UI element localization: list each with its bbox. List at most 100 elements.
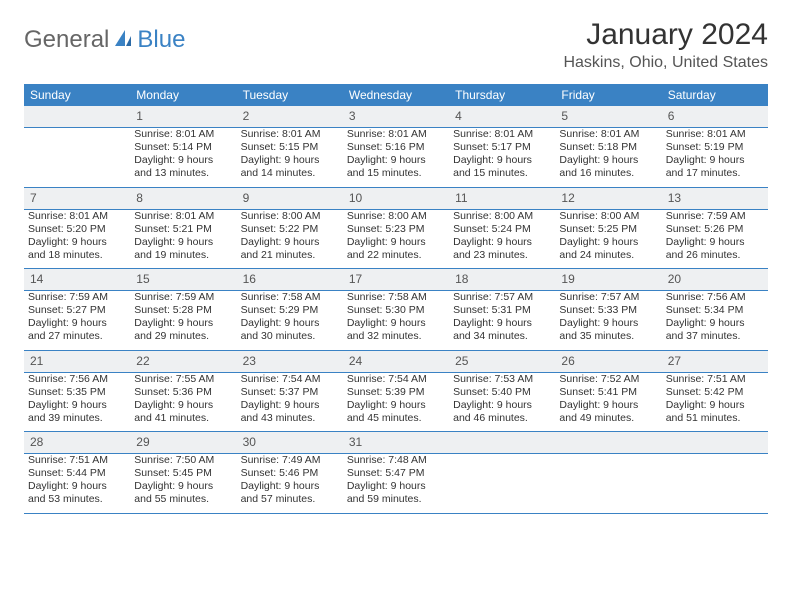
sunset-line: Sunset: 5:46 PM	[241, 467, 339, 480]
daylight-line: Daylight: 9 hours and 18 minutes.	[28, 236, 126, 262]
sunset-line: Sunset: 5:20 PM	[28, 223, 126, 236]
day-number	[449, 432, 555, 454]
daylight-line: Daylight: 9 hours and 37 minutes.	[666, 317, 764, 343]
day-number: 16	[237, 269, 343, 291]
daylight-line: Daylight: 9 hours and 21 minutes.	[241, 236, 339, 262]
day-cell: Sunrise: 8:01 AMSunset: 5:15 PMDaylight:…	[237, 128, 343, 188]
sunrise-line: Sunrise: 8:01 AM	[559, 128, 657, 141]
brand-part1: General	[24, 26, 109, 54]
sail-icon	[113, 28, 133, 53]
day-number	[662, 432, 768, 454]
daylight-line: Daylight: 9 hours and 13 minutes.	[134, 154, 232, 180]
sunset-line: Sunset: 5:17 PM	[453, 141, 551, 154]
daylight-line: Daylight: 9 hours and 15 minutes.	[453, 154, 551, 180]
daylight-line: Daylight: 9 hours and 53 minutes.	[28, 480, 126, 506]
daynum-row: 21222324252627	[24, 350, 768, 372]
sunset-line: Sunset: 5:14 PM	[134, 141, 232, 154]
day-number: 15	[130, 269, 236, 291]
day-cell: Sunrise: 7:53 AMSunset: 5:40 PMDaylight:…	[449, 372, 555, 432]
sunset-line: Sunset: 5:47 PM	[347, 467, 445, 480]
daylight-line: Daylight: 9 hours and 57 minutes.	[241, 480, 339, 506]
day-number: 31	[343, 432, 449, 454]
sunset-line: Sunset: 5:26 PM	[666, 223, 764, 236]
day-number: 7	[24, 187, 130, 209]
day-number: 26	[555, 350, 661, 372]
week-row: Sunrise: 7:59 AMSunset: 5:27 PMDaylight:…	[24, 291, 768, 351]
sunrise-line: Sunrise: 7:52 AM	[559, 373, 657, 386]
sunrise-line: Sunrise: 8:01 AM	[453, 128, 551, 141]
day-number: 22	[130, 350, 236, 372]
day-number: 5	[555, 106, 661, 128]
daylight-line: Daylight: 9 hours and 24 minutes.	[559, 236, 657, 262]
day-number: 19	[555, 269, 661, 291]
day-number: 4	[449, 106, 555, 128]
week-row: Sunrise: 7:51 AMSunset: 5:44 PMDaylight:…	[24, 454, 768, 514]
daylight-line: Daylight: 9 hours and 32 minutes.	[347, 317, 445, 343]
sunset-line: Sunset: 5:22 PM	[241, 223, 339, 236]
sunset-line: Sunset: 5:24 PM	[453, 223, 551, 236]
day-number: 1	[130, 106, 236, 128]
day-cell: Sunrise: 8:01 AMSunset: 5:19 PMDaylight:…	[662, 128, 768, 188]
day-cell: Sunrise: 7:59 AMSunset: 5:26 PMDaylight:…	[662, 209, 768, 269]
sunrise-line: Sunrise: 7:50 AM	[134, 454, 232, 467]
sunrise-line: Sunrise: 8:00 AM	[347, 210, 445, 223]
day-cell: Sunrise: 8:01 AMSunset: 5:16 PMDaylight:…	[343, 128, 449, 188]
sunrise-line: Sunrise: 8:01 AM	[666, 128, 764, 141]
sunrise-line: Sunrise: 7:58 AM	[347, 291, 445, 304]
day-cell: Sunrise: 8:01 AMSunset: 5:21 PMDaylight:…	[130, 209, 236, 269]
day-cell: Sunrise: 7:59 AMSunset: 5:28 PMDaylight:…	[130, 291, 236, 351]
weekday-header: Saturday	[662, 84, 768, 106]
week-row: Sunrise: 7:56 AMSunset: 5:35 PMDaylight:…	[24, 372, 768, 432]
sunrise-line: Sunrise: 7:59 AM	[666, 210, 764, 223]
sunset-line: Sunset: 5:45 PM	[134, 467, 232, 480]
sunset-line: Sunset: 5:33 PM	[559, 304, 657, 317]
daylight-line: Daylight: 9 hours and 55 minutes.	[134, 480, 232, 506]
daynum-row: 78910111213	[24, 187, 768, 209]
day-cell: Sunrise: 7:56 AMSunset: 5:34 PMDaylight:…	[662, 291, 768, 351]
sunset-line: Sunset: 5:28 PM	[134, 304, 232, 317]
daylight-line: Daylight: 9 hours and 29 minutes.	[134, 317, 232, 343]
day-cell: Sunrise: 7:50 AMSunset: 5:45 PMDaylight:…	[130, 454, 236, 514]
day-cell: Sunrise: 8:00 AMSunset: 5:22 PMDaylight:…	[237, 209, 343, 269]
day-number: 12	[555, 187, 661, 209]
sunset-line: Sunset: 5:39 PM	[347, 386, 445, 399]
day-cell: Sunrise: 7:58 AMSunset: 5:29 PMDaylight:…	[237, 291, 343, 351]
daylight-line: Daylight: 9 hours and 30 minutes.	[241, 317, 339, 343]
day-cell: Sunrise: 8:00 AMSunset: 5:25 PMDaylight:…	[555, 209, 661, 269]
day-number: 9	[237, 187, 343, 209]
daylight-line: Daylight: 9 hours and 51 minutes.	[666, 399, 764, 425]
day-cell	[24, 128, 130, 188]
sunset-line: Sunset: 5:15 PM	[241, 141, 339, 154]
day-cell: Sunrise: 7:51 AMSunset: 5:42 PMDaylight:…	[662, 372, 768, 432]
sunset-line: Sunset: 5:21 PM	[134, 223, 232, 236]
sunset-line: Sunset: 5:23 PM	[347, 223, 445, 236]
sunrise-line: Sunrise: 7:48 AM	[347, 454, 445, 467]
day-cell: Sunrise: 7:54 AMSunset: 5:37 PMDaylight:…	[237, 372, 343, 432]
location: Haskins, Ohio, United States	[563, 54, 768, 72]
day-cell: Sunrise: 7:57 AMSunset: 5:33 PMDaylight:…	[555, 291, 661, 351]
day-cell	[449, 454, 555, 514]
day-cell: Sunrise: 7:55 AMSunset: 5:36 PMDaylight:…	[130, 372, 236, 432]
sunrise-line: Sunrise: 8:01 AM	[134, 128, 232, 141]
day-cell: Sunrise: 7:48 AMSunset: 5:47 PMDaylight:…	[343, 454, 449, 514]
day-cell	[662, 454, 768, 514]
week-row: Sunrise: 8:01 AMSunset: 5:20 PMDaylight:…	[24, 209, 768, 269]
daylight-line: Daylight: 9 hours and 59 minutes.	[347, 480, 445, 506]
day-cell: Sunrise: 7:59 AMSunset: 5:27 PMDaylight:…	[24, 291, 130, 351]
day-number: 24	[343, 350, 449, 372]
sunrise-line: Sunrise: 8:01 AM	[241, 128, 339, 141]
sunset-line: Sunset: 5:34 PM	[666, 304, 764, 317]
sunset-line: Sunset: 5:19 PM	[666, 141, 764, 154]
sunrise-line: Sunrise: 7:54 AM	[347, 373, 445, 386]
day-number: 14	[24, 269, 130, 291]
day-cell: Sunrise: 8:01 AMSunset: 5:17 PMDaylight:…	[449, 128, 555, 188]
day-cell: Sunrise: 8:01 AMSunset: 5:18 PMDaylight:…	[555, 128, 661, 188]
weekday-header: Thursday	[449, 84, 555, 106]
header: General Blue January 2024 Haskins, Ohio,…	[24, 18, 768, 72]
day-number: 27	[662, 350, 768, 372]
day-number: 11	[449, 187, 555, 209]
day-cell: Sunrise: 7:49 AMSunset: 5:46 PMDaylight:…	[237, 454, 343, 514]
day-number	[555, 432, 661, 454]
sunrise-line: Sunrise: 8:01 AM	[347, 128, 445, 141]
day-number: 13	[662, 187, 768, 209]
